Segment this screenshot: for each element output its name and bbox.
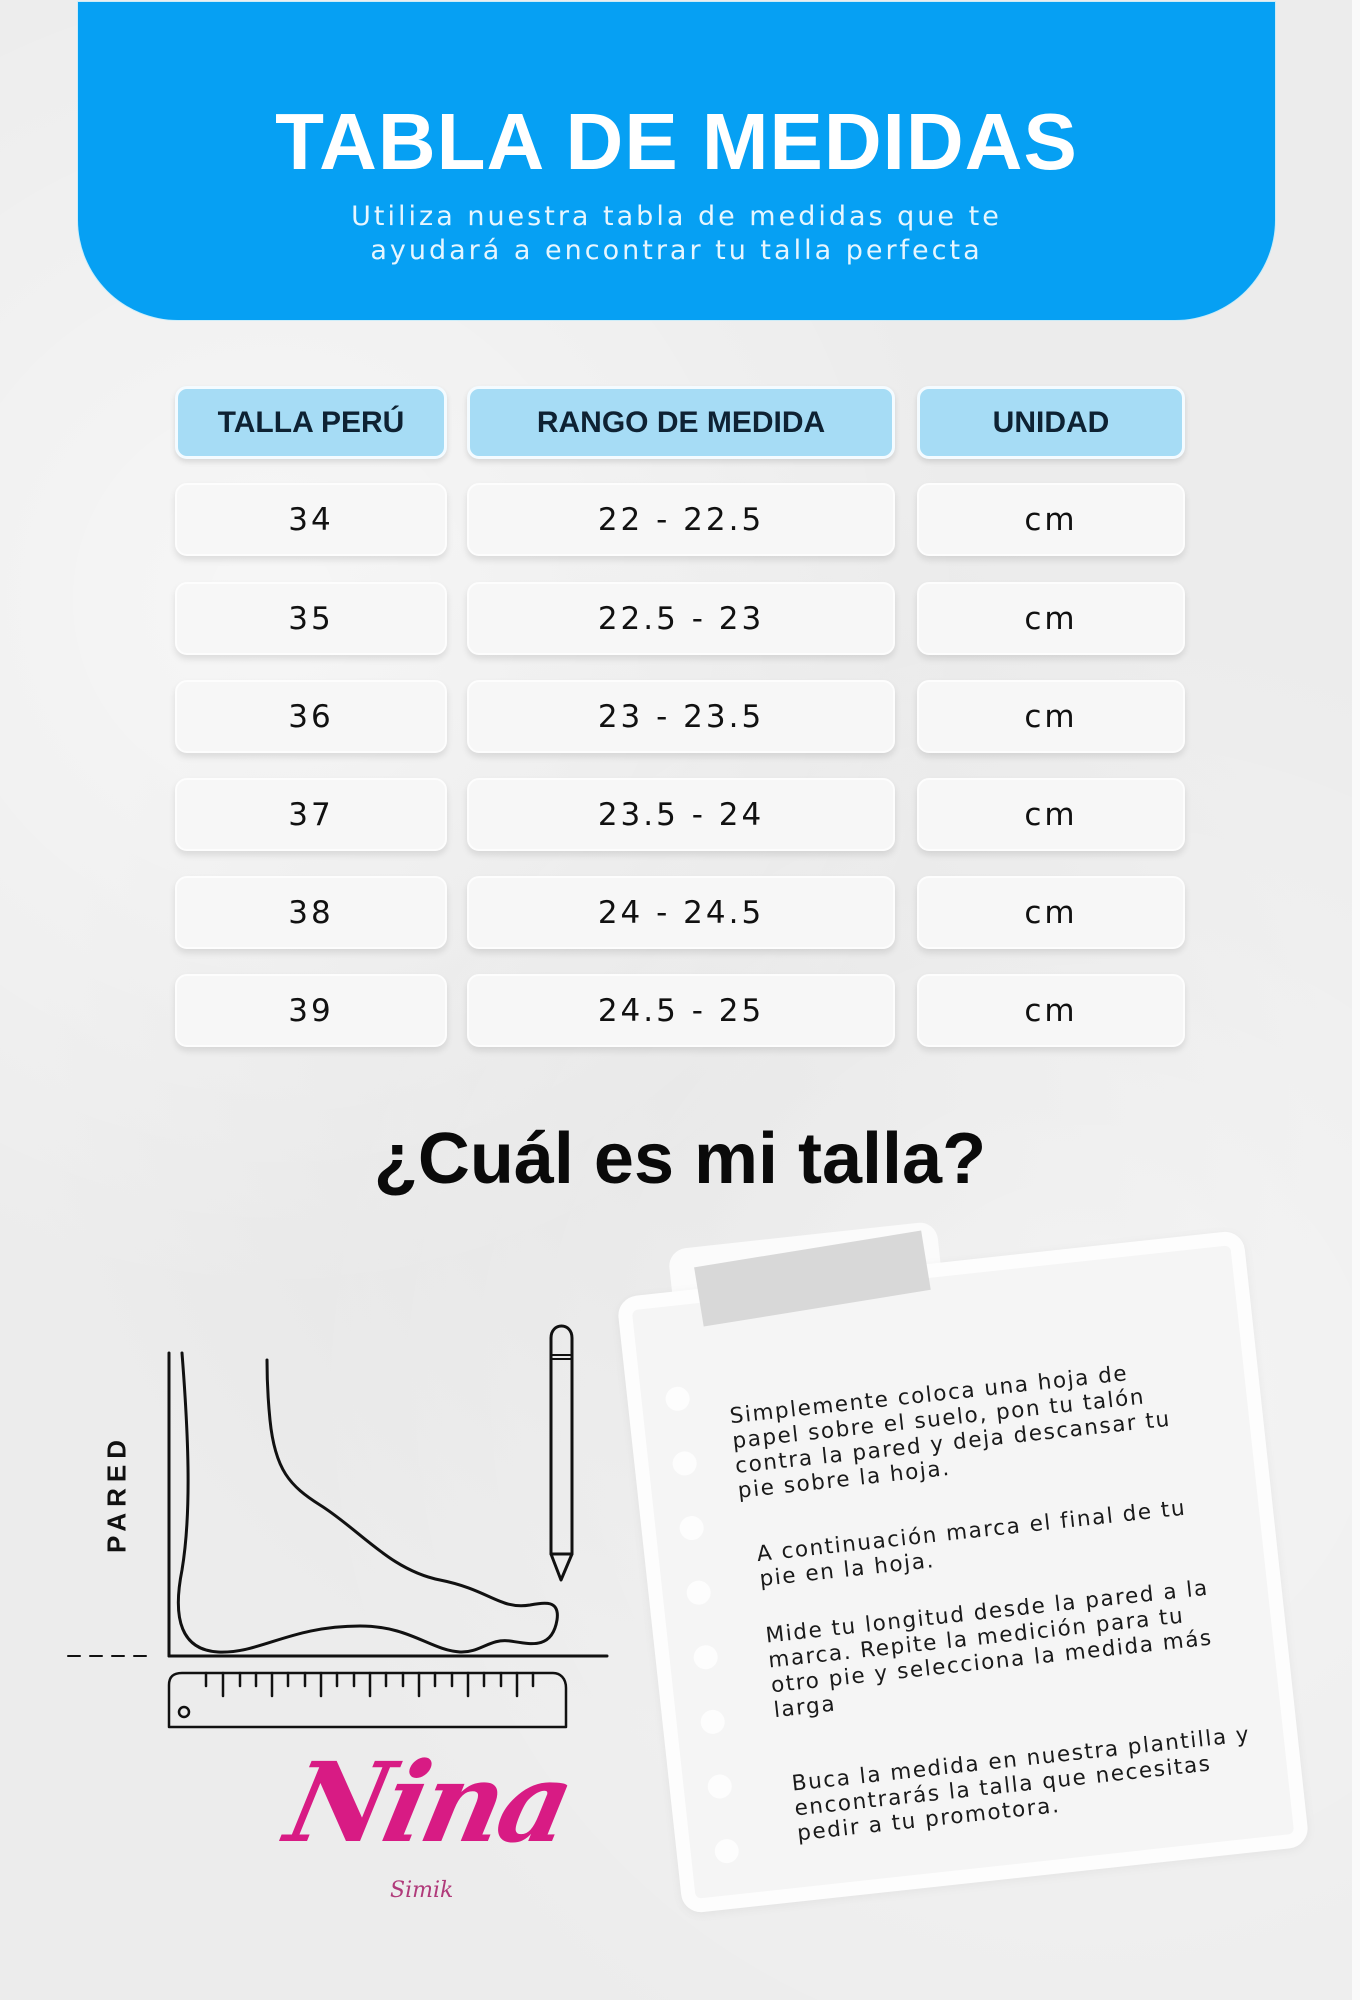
table-cell-rango: 24 - 24.5 <box>467 876 895 949</box>
brand-logo-text: Nina <box>276 1738 582 1867</box>
page-edge <box>1352 0 1360 2000</box>
column-header-talla: TALLA PERÚ <box>175 386 447 459</box>
table-cell-talla: 38 <box>175 876 447 949</box>
table-cell-rango: 22 - 22.5 <box>467 483 895 556</box>
page-title: TABLA DE MEDIDAS <box>275 97 1078 186</box>
table-cell-rango: 22.5 - 23 <box>467 582 895 655</box>
table-cell-rango: 23 - 23.5 <box>467 680 895 753</box>
instruction-note-card: Simplemente coloca una hoja de papel sob… <box>616 1220 1310 1915</box>
column-header-unidad: UNIDAD <box>917 386 1185 459</box>
brand-logo-subtext: Simik <box>390 1878 454 1903</box>
foot-measurement-diagram <box>67 1324 609 1729</box>
table-cell-talla: 36 <box>175 680 447 753</box>
table-cell-talla: 37 <box>175 778 447 851</box>
guide-heading: ¿Cuál es mi talla? <box>373 1119 987 1199</box>
table-cell-unidad: cm <box>917 582 1185 655</box>
foot-outline-icon <box>176 1351 559 1654</box>
header-banner: TABLA DE MEDIDAS Utiliza nuestra tabla d… <box>78 2 1275 320</box>
table-cell-rango: 24.5 - 25 <box>467 974 895 1047</box>
ruler-icon <box>167 1671 568 1729</box>
column-header-rango: RANGO DE MEDIDA <box>467 386 895 459</box>
subtitle-line-2: ayudará a encontrar tu talla perfecta <box>370 235 983 266</box>
table-cell-talla: 39 <box>175 974 447 1047</box>
table-cell-unidad: cm <box>917 680 1185 753</box>
page-subtitle: Utiliza nuestra tabla de medidas que te … <box>78 200 1275 268</box>
table-cell-talla: 34 <box>175 483 447 556</box>
table-cell-talla: 35 <box>175 582 447 655</box>
table-cell-unidad: cm <box>917 974 1185 1047</box>
subtitle-line-1: Utiliza nuestra tabla de medidas que te <box>351 201 1002 232</box>
pencil-icon <box>549 1324 574 1582</box>
table-cell-rango: 23.5 - 24 <box>467 778 895 851</box>
table-cell-unidad: cm <box>917 876 1185 949</box>
table-cell-unidad: cm <box>917 483 1185 556</box>
table-cell-unidad: cm <box>917 778 1185 851</box>
